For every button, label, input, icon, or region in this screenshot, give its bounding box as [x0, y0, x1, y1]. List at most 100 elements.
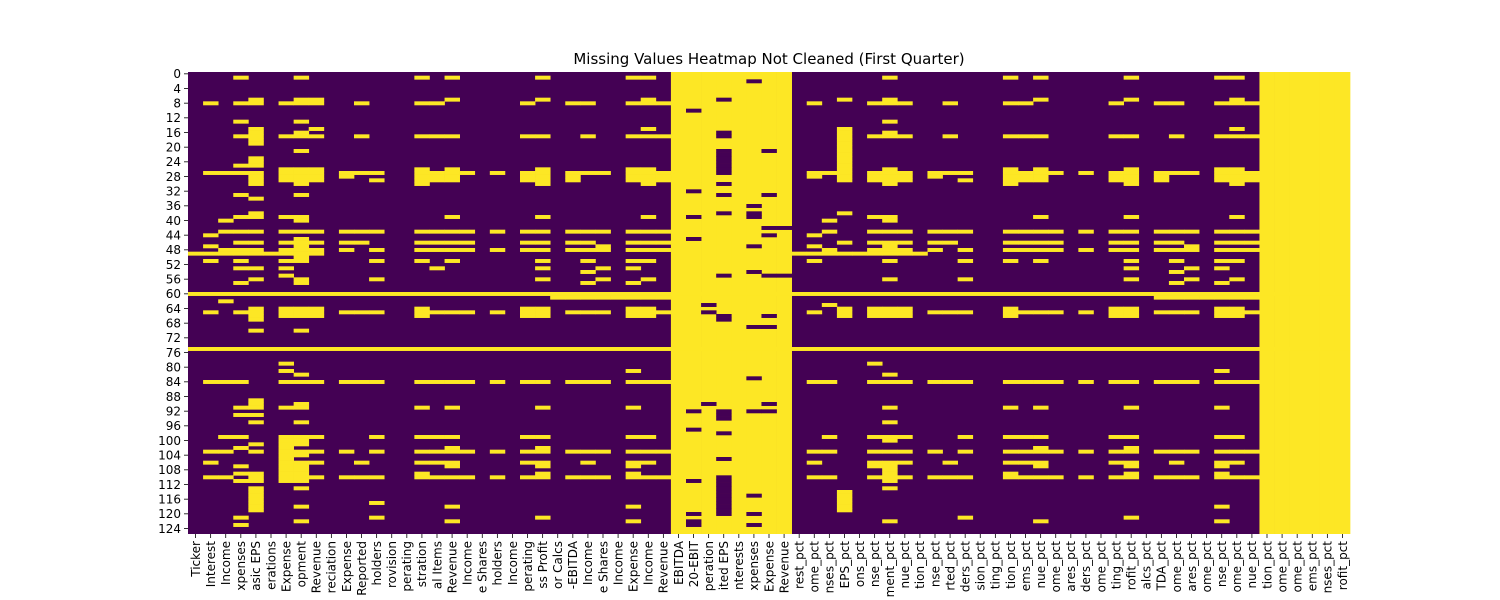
missing-cell: [248, 306, 264, 311]
missing-cell: [1018, 240, 1034, 245]
missing-cell: [489, 449, 506, 454]
missing-cell: [625, 405, 642, 410]
missing-cell: [233, 259, 249, 263]
missing-column-74: [1304, 72, 1321, 534]
missing-cell: [1168, 240, 1185, 245]
missing-cell: [897, 240, 913, 245]
missing-cell: [459, 380, 476, 384]
missing-cell: [882, 405, 898, 410]
missing-cell: [565, 248, 581, 252]
x-tick-label: tion_pct: [913, 541, 927, 589]
present-cell: [746, 523, 762, 527]
missing-cell: [429, 449, 445, 454]
missing-cell: [1153, 475, 1170, 480]
missing-cell: [1033, 259, 1049, 263]
missing-cell: [565, 229, 581, 234]
missing-cell: [882, 167, 898, 172]
missing-cell: [1108, 134, 1124, 139]
x-tick-label: Revenue: [310, 541, 324, 593]
missing-cell: [1244, 171, 1260, 175]
missing-cell: [278, 380, 294, 384]
missing-cell: [308, 380, 325, 384]
present-cell: [716, 130, 732, 135]
missing-cell: [565, 171, 581, 175]
present-cell: [746, 325, 762, 329]
missing-cell: [293, 101, 310, 106]
missing-cell: [565, 174, 581, 179]
missing-cell: [293, 402, 310, 406]
missing-cell: [1002, 310, 1019, 315]
missing-cell: [1033, 248, 1049, 252]
missing-cell: [233, 119, 249, 124]
missing-cell: [293, 372, 310, 377]
x-tick-label: opment: [294, 541, 308, 588]
missing-cell: [369, 435, 385, 439]
present-cell: [761, 193, 777, 197]
missing-cell: [293, 119, 310, 124]
missing-cell: [489, 475, 506, 480]
missing-cell: [1168, 460, 1185, 465]
missing-cell: [882, 438, 898, 443]
missing-cell: [293, 449, 310, 454]
missing-cell: [203, 259, 219, 263]
missing-cell: [806, 449, 823, 454]
missing-cell: [414, 475, 430, 480]
missing-cell: [248, 405, 264, 410]
missing-cell: [278, 457, 294, 461]
missing-cell: [444, 174, 460, 179]
missing-cell: [1108, 229, 1124, 234]
y-tick-label: 28: [166, 170, 181, 184]
missing-cell: [882, 259, 898, 263]
missing-cell: [520, 229, 536, 234]
missing-cell: [203, 101, 219, 106]
x-tick-label: ting_pct: [1109, 541, 1123, 589]
missing-cell: [897, 174, 913, 179]
present-cell: [701, 303, 717, 307]
missing-cell: [444, 519, 460, 524]
missing-cell: [248, 471, 264, 476]
missing-cell: [354, 101, 370, 106]
missing-cell: [957, 277, 974, 282]
missing-cell: [565, 240, 581, 245]
missing-cell: [520, 134, 536, 139]
present-cell: [716, 493, 732, 498]
x-tick-label: rofit_pct: [1124, 541, 1138, 590]
missing-cell: [580, 449, 596, 454]
missing-cell: [882, 134, 898, 139]
missing-cell: [535, 277, 551, 282]
missing-cell: [625, 178, 642, 183]
missing-cell: [957, 449, 974, 454]
x-tick-label: tion_pct: [1004, 541, 1018, 589]
missing-cell: [821, 435, 838, 439]
missing-cell: [520, 171, 536, 175]
missing-cell: [1229, 174, 1245, 179]
missing-cell: [1214, 504, 1230, 509]
missing-cell: [640, 248, 657, 252]
x-tick-label: ome_pct: [1275, 541, 1289, 593]
missing-cell: [278, 215, 294, 219]
missing-cell: [535, 178, 551, 183]
missing-cell: [1033, 460, 1049, 465]
missing-cell: [640, 277, 657, 282]
missing-cell: [414, 460, 430, 465]
missing-cell: [1229, 380, 1245, 384]
missing-cell: [248, 174, 264, 179]
missing-cell: [867, 361, 883, 366]
missing-cell: [248, 138, 264, 142]
missing-cell: [1153, 229, 1170, 234]
present-cell: [716, 211, 732, 216]
missing-cell: [444, 97, 460, 102]
y-tick-label: 120: [158, 507, 181, 521]
missing-cell: [218, 218, 234, 223]
x-tick-label: sion_pct: [974, 541, 988, 591]
missing-cell: [927, 174, 943, 179]
x-tick-label: ome_pct: [1170, 541, 1184, 593]
missing-cell: [354, 475, 370, 480]
missing-cell: [248, 134, 264, 139]
missing-cell: [640, 101, 657, 106]
missing-cell: [580, 134, 596, 139]
missing-cell: [414, 259, 430, 263]
missing-cell: [836, 493, 853, 498]
missing-cell: [1048, 171, 1064, 175]
missing-cell: [233, 75, 249, 80]
